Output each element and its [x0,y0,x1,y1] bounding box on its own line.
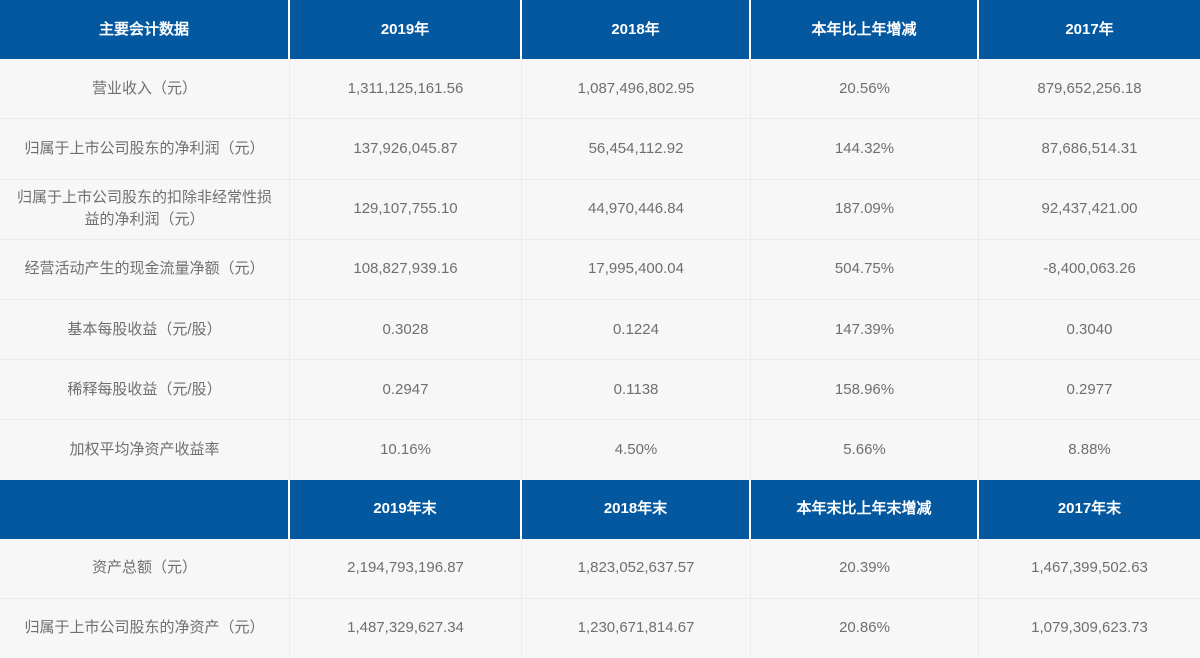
cell-value-change: 20.56% [751,59,979,119]
cell-value-2018: 44,970,446.84 [522,179,751,239]
cell-value-2017: 0.2977 [1066,380,1113,398]
cell-value-change: 20.39% [751,538,979,598]
row-label: 经营活动产生的现金流量净额（元） [0,239,290,299]
table-row-total-assets: 资产总额（元） 2,194,793,196.87 1,823,052,637.5… [0,538,1200,598]
table-row-basic-eps: 基本每股收益（元/股） 0.3028 0.1224 147.39% 0.3040 [0,298,1200,360]
table-row-net-assets: 归属于上市公司股东的净资产（元） 1,487,329,627.34 1,230,… [0,597,1200,658]
cell-value-change: 187.09% [751,179,979,239]
cell-value-2019: 0.3028 [290,299,522,360]
table-row-net-profit-excl-nonrecurring: 归属于上市公司股东的扣除非经常性损益的净利润（元） 129,107,755.10… [0,178,1200,239]
row-label: 归属于上市公司股东的净资产（元） [0,598,290,658]
table-row-operating-cash-flow: 经营活动产生的现金流量净额（元） 108,827,939.16 17,995,4… [0,238,1200,299]
cell-value-2017-end: 1,079,309,623.73 [1031,619,1148,637]
cell-value-change: 144.32% [751,119,979,179]
cell-value-2017: -8,400,063.26 [1043,260,1136,278]
cell-value-2018: 17,995,400.04 [522,239,751,299]
cell-value-2019: 129,107,755.10 [290,179,522,239]
cell-value-2018: 1,087,496,802.95 [522,59,751,119]
cell-value-2019: 108,827,939.16 [290,239,522,299]
col-header-2017: 2017年 [1065,20,1114,38]
cell-value-2018: 0.1224 [522,299,751,360]
col-header-blank [0,479,290,539]
col-header-2018-end: 2018年末 [522,479,751,539]
row-label: 稀释每股收益（元/股） [0,360,290,420]
row-label: 归属于上市公司股东的净利润（元） [0,119,290,179]
cell-value-2019-end: 1,487,329,627.34 [290,598,522,658]
cell-value-2017-end: 1,467,399,502.63 [1031,559,1148,577]
cell-value-2018-end: 1,230,671,814.67 [522,598,751,658]
cell-value-2018: 56,454,112.92 [522,119,751,179]
col-header-metrics: 主要会计数据 [0,0,290,60]
col-header-yoy-change: 本年比上年增减 [751,0,979,60]
cell-value-2019: 137,926,045.87 [290,119,522,179]
cell-value-2019: 10.16% [290,420,522,480]
cell-value-2018: 0.1138 [522,360,751,420]
row-label: 基本每股收益（元/股） [0,299,290,360]
table-row-diluted-eps: 稀释每股收益（元/股） 0.2947 0.1138 158.96% 0.2977 [0,359,1200,420]
cell-value-change: 147.39% [751,299,979,360]
cell-value-change: 20.86% [751,598,979,658]
cell-value-2017: 92,437,421.00 [1041,200,1138,218]
col-header-2017-end: 2017年末 [1057,500,1122,518]
cell-value-change: 5.66% [751,420,979,480]
cell-value-2019: 1,311,125,161.56 [290,59,522,119]
cell-value-2019: 0.2947 [290,360,522,420]
cell-value-change: 504.75% [751,239,979,299]
cell-value-change: 158.96% [751,360,979,420]
col-header-year-end-change: 本年末比上年末增减 [751,479,979,539]
cell-value-2017: 87,686,514.31 [1041,139,1138,157]
col-header-2018: 2018年 [522,0,751,60]
row-label: 营业收入（元） [0,59,290,119]
table-row-weighted-avg-roe: 加权平均净资产收益率 10.16% 4.50% 5.66% 8.88% [0,419,1200,480]
table-header-year-end: 2019年末 2018年末 本年末比上年末增减 2017年末 [0,479,1200,539]
row-label: 归属于上市公司股东的扣除非经常性损益的净利润（元） [0,179,290,239]
cell-value-2017: 8.88% [1068,440,1111,458]
table-header-annual: 主要会计数据 2019年 2018年 本年比上年增减 2017年 [0,0,1200,60]
cell-value-2018-end: 1,823,052,637.57 [522,538,751,598]
table-row-operating-revenue: 营业收入（元） 1,311,125,161.56 1,087,496,802.9… [0,59,1200,119]
table-row-net-profit: 归属于上市公司股东的净利润（元） 137,926,045.87 56,454,1… [0,118,1200,179]
row-label: 资产总额（元） [0,538,290,598]
cell-value-2017: 879,652,256.18 [1037,79,1142,97]
cell-value-2017: 0.3040 [1066,320,1113,338]
cell-value-2019-end: 2,194,793,196.87 [290,538,522,598]
row-label: 加权平均净资产收益率 [0,420,290,480]
col-header-2019-end: 2019年末 [290,479,522,539]
cell-value-2018: 4.50% [522,420,751,480]
col-header-2019: 2019年 [290,0,522,60]
